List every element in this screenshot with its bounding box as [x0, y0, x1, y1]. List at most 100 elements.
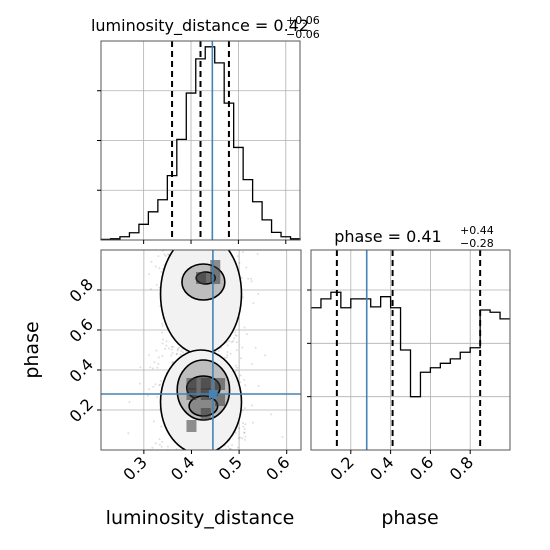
sample-point	[157, 362, 160, 365]
sample-point	[234, 364, 237, 367]
sample-point	[243, 428, 246, 431]
sample-point	[148, 354, 150, 357]
sample-point	[160, 380, 162, 383]
x-tick-label: 0.4	[366, 453, 397, 484]
sample-point	[241, 346, 244, 349]
sample-point	[158, 267, 161, 270]
sample-point	[247, 277, 250, 280]
sample-point	[175, 353, 178, 356]
sample-point	[242, 425, 245, 428]
sample-point	[232, 340, 235, 343]
sample-point	[245, 266, 248, 269]
sample-point	[241, 437, 244, 440]
sample-point	[251, 421, 254, 424]
sample-point	[227, 445, 230, 448]
sample-point	[159, 383, 162, 386]
sample-point	[138, 382, 141, 385]
sample-point	[162, 338, 165, 341]
sample-point	[231, 444, 233, 447]
sample-point	[161, 342, 164, 345]
sample-point	[237, 437, 240, 440]
sample-point	[156, 396, 159, 398]
density-cell	[215, 394, 226, 406]
sample-point	[243, 438, 246, 441]
sample-point	[251, 404, 253, 407]
sample-point	[161, 331, 164, 334]
sample-point	[243, 431, 246, 434]
x-tick-label: 0.5	[215, 453, 246, 484]
sample-point	[241, 409, 244, 412]
x-axis-label-phase: phase	[381, 507, 438, 529]
sample-point	[163, 347, 166, 350]
sample-point	[157, 356, 160, 359]
sample-point	[226, 351, 229, 354]
sample-point	[152, 385, 155, 388]
sample-point	[238, 427, 241, 430]
sample-point	[149, 288, 152, 291]
y-tick-label: 0.4	[66, 355, 97, 386]
sample-point	[226, 354, 229, 357]
sample-point	[161, 322, 164, 325]
density-cell	[200, 408, 211, 420]
sample-point	[167, 253, 169, 256]
sample-point	[170, 354, 173, 357]
sample-point	[149, 366, 152, 369]
sample-point	[158, 438, 161, 441]
sample-point	[234, 431, 237, 434]
sample-point	[165, 344, 168, 347]
x-tick-label: 0.6	[406, 453, 437, 484]
sample-point	[243, 407, 246, 410]
density-cell	[210, 272, 221, 284]
sample-point	[270, 413, 273, 416]
sample-point	[148, 273, 150, 276]
sample-point	[164, 254, 167, 257]
density-cell	[210, 260, 221, 272]
y-tick-label: 0.2	[66, 395, 97, 426]
sample-point	[239, 436, 242, 439]
sample-point	[165, 340, 168, 343]
sample-point	[139, 366, 142, 369]
sample-point	[153, 361, 156, 364]
sample-point	[241, 251, 244, 254]
y-tick-label: 0.8	[66, 275, 97, 306]
sample-point	[148, 388, 151, 391]
density-cell	[196, 272, 206, 284]
sample-point	[228, 340, 231, 343]
sample-point	[217, 350, 220, 352]
sample-point	[242, 422, 245, 424]
sample-point	[175, 352, 178, 355]
sample-point	[128, 401, 131, 404]
x-tick-label: 0.8	[446, 453, 477, 484]
sample-point	[229, 447, 232, 450]
sample-point	[281, 435, 284, 438]
sample-point	[154, 265, 157, 268]
sample-point	[176, 348, 179, 351]
sample-point	[230, 341, 233, 344]
sample-point	[155, 349, 158, 352]
sample-point	[160, 445, 163, 448]
sample-point	[264, 354, 267, 357]
sample-point	[228, 447, 231, 450]
histogram-step	[100, 46, 301, 241]
sample-point	[161, 355, 164, 358]
density-cell	[215, 378, 226, 390]
truth-marker	[208, 390, 217, 398]
sample-point	[229, 352, 232, 355]
sample-point	[158, 384, 161, 387]
sample-point	[161, 324, 164, 327]
sample-point	[156, 366, 159, 369]
sample-point	[151, 446, 154, 449]
sample-point	[161, 440, 164, 443]
sample-point	[250, 280, 253, 283]
luminosity-distance-title: luminosity_distance = 0.42	[91, 16, 309, 36]
sample-point	[152, 420, 155, 423]
sample-point	[157, 255, 160, 258]
sample-point	[244, 384, 247, 387]
sample-point	[182, 351, 185, 354]
sample-point	[245, 333, 248, 336]
sample-point	[127, 432, 130, 435]
sample-point	[257, 293, 260, 295]
sample-point	[224, 356, 227, 359]
sample-point	[239, 374, 242, 377]
